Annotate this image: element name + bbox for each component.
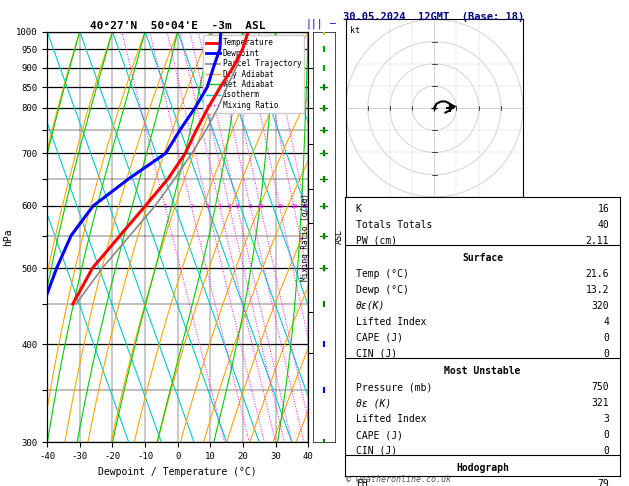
Text: Most Unstable: Most Unstable	[444, 366, 521, 376]
Text: 0: 0	[603, 446, 609, 456]
Text: Hodograph: Hodograph	[456, 464, 509, 473]
Text: 79: 79	[598, 479, 609, 486]
Text: 13.2: 13.2	[586, 285, 609, 295]
Text: CAPE (J): CAPE (J)	[356, 430, 403, 440]
Text: 2: 2	[189, 204, 193, 209]
Text: 15: 15	[276, 204, 284, 209]
Title: 40°27'N  50°04'E  -3m  ASL: 40°27'N 50°04'E -3m ASL	[90, 21, 265, 31]
Text: Dewp (°C): Dewp (°C)	[356, 285, 409, 295]
X-axis label: Dewpoint / Temperature (°C): Dewpoint / Temperature (°C)	[98, 467, 257, 477]
Legend: Temperature, Dewpoint, Parcel Trajectory, Dry Adiabat, Wet Adiabat, Isotherm, Mi: Temperature, Dewpoint, Parcel Trajectory…	[203, 35, 304, 113]
Text: 4: 4	[218, 204, 221, 209]
Text: kt: kt	[350, 26, 360, 35]
Text: 3: 3	[206, 204, 209, 209]
Text: 8: 8	[248, 204, 252, 209]
Text: Temp (°C): Temp (°C)	[356, 269, 409, 279]
Text: 40: 40	[598, 220, 609, 230]
Text: K: K	[356, 204, 362, 214]
Text: 30.05.2024  12GMT  (Base: 18): 30.05.2024 12GMT (Base: 18)	[343, 12, 524, 22]
Y-axis label: hPa: hPa	[3, 228, 13, 246]
Text: 321: 321	[591, 398, 609, 408]
Text: 0: 0	[603, 430, 609, 440]
Text: EH: EH	[356, 479, 367, 486]
Text: PW (cm): PW (cm)	[356, 236, 397, 246]
Text: LCL: LCL	[313, 45, 327, 53]
Text: CIN (J): CIN (J)	[356, 446, 397, 456]
Y-axis label: km
ASL: km ASL	[325, 229, 343, 244]
Text: 1: 1	[163, 204, 167, 209]
Text: 2.11: 2.11	[586, 236, 609, 246]
Text: Lifted Index: Lifted Index	[356, 414, 426, 424]
Text: 6: 6	[235, 204, 239, 209]
Text: θε (K): θε (K)	[356, 398, 391, 408]
Text: 16: 16	[598, 204, 609, 214]
Text: |||: |||	[306, 18, 323, 29]
Text: Lifted Index: Lifted Index	[356, 317, 426, 327]
Text: CIN (J): CIN (J)	[356, 349, 397, 359]
Text: 3: 3	[603, 414, 609, 424]
Text: 10: 10	[257, 204, 264, 209]
Text: Totals Totals: Totals Totals	[356, 220, 432, 230]
Text: 5: 5	[228, 204, 231, 209]
Text: 750: 750	[591, 382, 609, 392]
Text: 25: 25	[301, 204, 309, 209]
Text: © weatheronline.co.uk: © weatheronline.co.uk	[346, 474, 451, 484]
Text: 0: 0	[603, 333, 609, 343]
Text: 4: 4	[603, 317, 609, 327]
Text: 20: 20	[290, 204, 298, 209]
Text: Surface: Surface	[462, 253, 503, 263]
Text: 320: 320	[591, 301, 609, 311]
Text: θε(K): θε(K)	[356, 301, 385, 311]
Y-axis label: Mixing Ratio (g/kg): Mixing Ratio (g/kg)	[301, 193, 310, 281]
Text: 21.6: 21.6	[586, 269, 609, 279]
Text: Pressure (mb): Pressure (mb)	[356, 382, 432, 392]
Text: CAPE (J): CAPE (J)	[356, 333, 403, 343]
Text: —: —	[330, 18, 337, 29]
Text: 0: 0	[603, 349, 609, 359]
